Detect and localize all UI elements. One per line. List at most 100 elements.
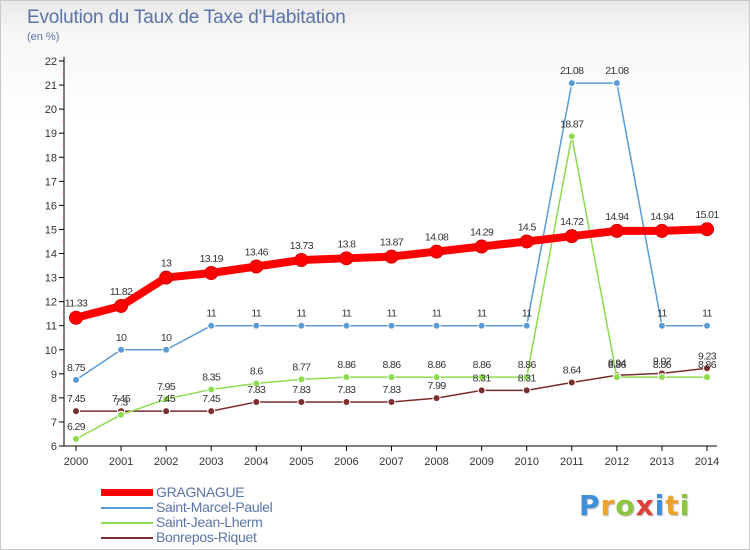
- data-point: [657, 321, 666, 330]
- data-point: [609, 223, 624, 238]
- data-point: [387, 397, 396, 406]
- data-point: [117, 345, 126, 354]
- data-point: [162, 395, 171, 404]
- logo-letter: t: [665, 489, 680, 522]
- data-point: [204, 265, 219, 280]
- data-label: 11.82: [110, 286, 133, 298]
- data-label: 7.83: [292, 384, 311, 396]
- data-label: 11: [477, 308, 487, 320]
- data-label: 13.87: [380, 237, 404, 249]
- data-label: 11: [522, 308, 532, 320]
- data-point: [249, 259, 264, 274]
- data-point: [477, 386, 486, 395]
- data-point: [700, 222, 714, 237]
- y-tick-label: 9: [51, 369, 57, 381]
- y-tick-label: 6: [51, 441, 57, 453]
- data-point: [564, 229, 579, 244]
- y-tick-label: 8: [51, 393, 57, 405]
- data-label: 11.33: [65, 298, 88, 310]
- y-tick-label: 21: [45, 80, 57, 92]
- data-label: 7.3: [115, 397, 129, 409]
- data-point: [252, 397, 261, 406]
- data-point: [429, 244, 444, 259]
- data-point: [342, 321, 351, 330]
- legend-swatch: [101, 507, 153, 509]
- data-label: 14.5: [518, 221, 537, 233]
- x-tick-label: 2002: [154, 456, 178, 468]
- data-point: [432, 373, 441, 382]
- data-point: [114, 298, 129, 313]
- data-label: 7.45: [202, 393, 221, 405]
- data-label: 14.94: [605, 211, 629, 223]
- data-label: 11: [342, 308, 352, 320]
- chart-legend: GRAGNAGUE Saint-Marcel-Paulel Saint-Jean…: [101, 485, 361, 545]
- chart-title: Evolution du Taux de Taxe d'Habitation: [27, 7, 346, 28]
- data-point: [522, 386, 531, 395]
- x-tick-label: 2003: [199, 456, 223, 468]
- data-point: [703, 364, 711, 373]
- legend-label: Saint-Marcel-Paulel: [156, 499, 273, 515]
- x-tick-label: 2008: [424, 456, 448, 468]
- y-tick-label: 13: [45, 273, 57, 285]
- data-label: 7.99: [428, 380, 447, 392]
- x-tick-label: 2006: [334, 456, 358, 468]
- logo-letter: x: [635, 489, 655, 522]
- y-tick-label: 19: [45, 128, 57, 140]
- logo-letter: i: [679, 489, 691, 522]
- data-point: [519, 234, 534, 249]
- data-point: [703, 321, 711, 330]
- data-point: [387, 373, 396, 382]
- legend-swatch: [101, 537, 153, 539]
- x-tick-label: 2000: [64, 456, 88, 468]
- x-tick-label: 2004: [244, 456, 268, 468]
- x-tick-label: 2001: [109, 456, 133, 468]
- data-label: 11: [657, 308, 667, 320]
- data-point: [612, 373, 621, 382]
- data-label: 8.64: [563, 364, 582, 376]
- data-point: [72, 435, 80, 444]
- legend-label: Saint-Jean-Lherm: [156, 514, 263, 530]
- data-point: [207, 407, 216, 416]
- data-point: [159, 270, 174, 285]
- data-label: 13.19: [200, 253, 224, 265]
- y-tick-label: 12: [45, 297, 57, 309]
- data-point: [342, 373, 351, 382]
- data-label: 8.75: [67, 362, 86, 374]
- legend-label: GRAGNAGUE: [156, 484, 245, 500]
- x-tick-label: 2007: [379, 456, 403, 468]
- data-label: 11: [387, 308, 397, 320]
- data-point: [162, 407, 171, 416]
- y-axis-unit: (en %): [27, 31, 60, 43]
- data-label: 7.95: [157, 381, 176, 393]
- legend-item-gragnague: GRAGNAGUE: [101, 485, 361, 500]
- data-point: [297, 321, 306, 330]
- logo-letter: o: [615, 489, 636, 522]
- logo-letter: i: [654, 489, 666, 522]
- data-label: 8.94: [608, 357, 627, 369]
- data-label: 9.23: [698, 350, 717, 362]
- data-label: 7.83: [247, 384, 266, 396]
- data-label: 11: [702, 308, 712, 320]
- data-point: [384, 249, 399, 264]
- y-tick-label: 22: [45, 56, 57, 68]
- data-point: [654, 223, 669, 238]
- data-label: 14.29: [470, 227, 494, 239]
- data-label: 7.83: [382, 384, 401, 396]
- x-tick-label: 2014: [695, 456, 719, 468]
- data-point: [162, 345, 171, 354]
- data-point: [474, 239, 489, 254]
- data-label: 8.77: [292, 361, 311, 373]
- data-point: [703, 373, 711, 382]
- data-label: 8.31: [473, 372, 492, 384]
- legend-item-saint-jean-lherm: Saint-Jean-Lherm: [101, 515, 361, 530]
- x-tick-label: 2013: [650, 456, 674, 468]
- data-point: [432, 394, 441, 403]
- data-label: 8.86: [473, 359, 492, 371]
- data-label: 8.86: [518, 359, 537, 371]
- data-label: 8.35: [202, 371, 221, 383]
- x-tick-label: 2005: [289, 456, 313, 468]
- logo-letter: P: [579, 489, 601, 522]
- y-tick-label: 14: [45, 249, 57, 261]
- data-point: [567, 378, 576, 387]
